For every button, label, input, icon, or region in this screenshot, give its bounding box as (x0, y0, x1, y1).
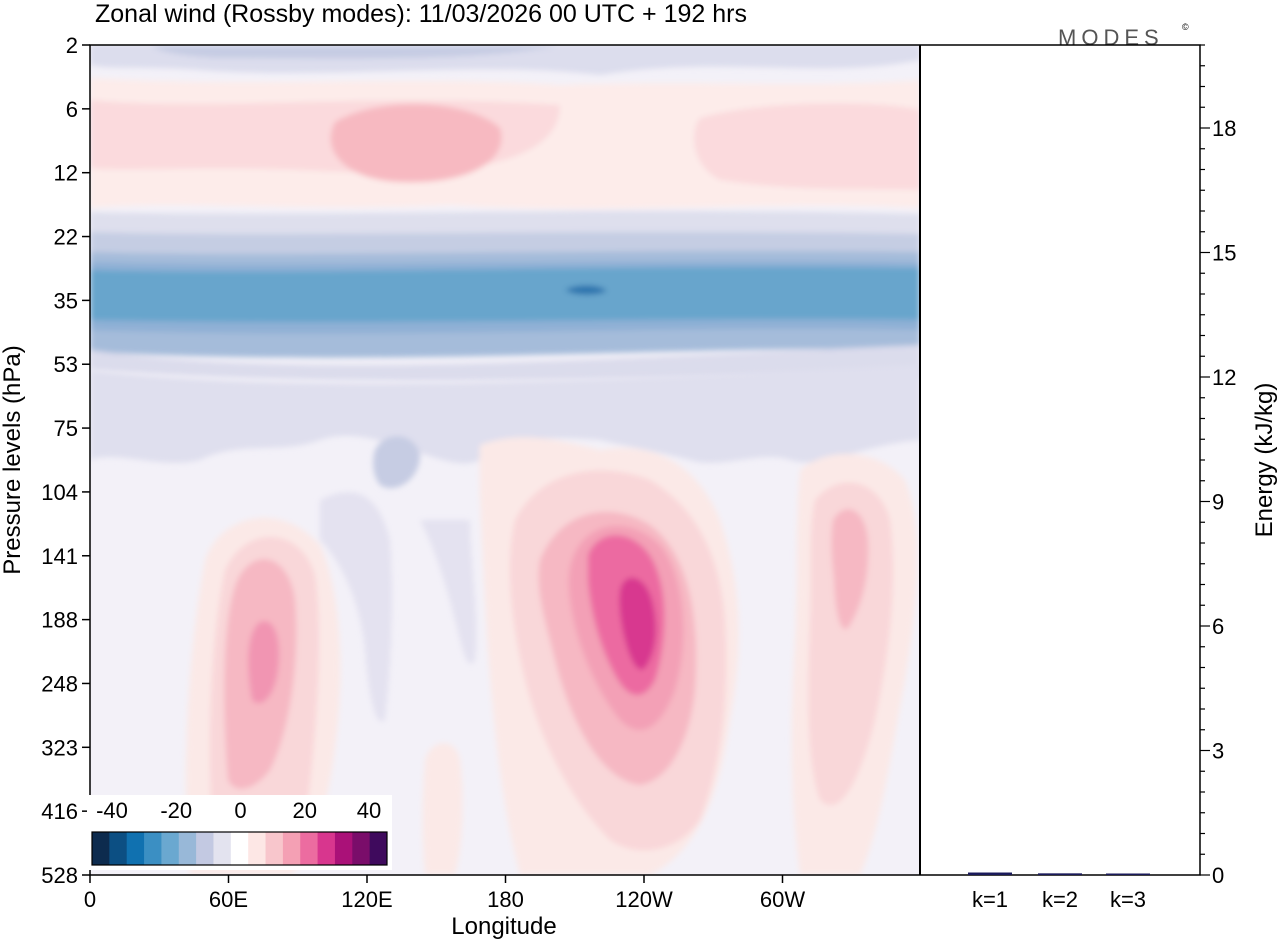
energy-tick-label: 0 (1212, 863, 1224, 888)
pressure-tick-label: 141 (41, 544, 78, 569)
colorbar-cell (352, 832, 371, 865)
chart-title: Zonal wind (Rossby modes): 11/03/2026 00… (95, 0, 747, 28)
colorbar-tick-label: 20 (293, 798, 317, 823)
wavenumber-label: k=1 (972, 887, 1008, 912)
wavenumber-label: k=2 (1042, 887, 1078, 912)
colorbar-cell (178, 832, 197, 865)
pressure-tick-label: 75 (54, 416, 78, 441)
colorbar-cell (144, 832, 162, 865)
energy-panel (920, 45, 1200, 875)
colorbar-cell (265, 832, 284, 865)
pressure-tick-label: 528 (41, 863, 78, 888)
pressure-tick-label: 12 (54, 161, 78, 186)
colorbar: -40 -20 0 20 40 (87, 795, 392, 870)
energy-bar (1038, 873, 1082, 875)
longitude-tick-label: 120E (341, 887, 392, 912)
colorbar-cell (161, 832, 180, 865)
colorbar-cell (230, 832, 249, 865)
colorbar-cell (126, 832, 145, 865)
longitude-tick-label: 180 (487, 887, 524, 912)
energy-axis-label: Energy (kJ/kg) (1251, 383, 1278, 538)
pressure-tick-label: 188 (41, 608, 78, 633)
colorbar-tick-label: 0 (234, 798, 246, 823)
contour-field (90, 45, 920, 875)
brand-mark: © (1182, 22, 1189, 32)
energy-tick-label: 12 (1212, 365, 1236, 390)
pressure-tick-label: 6 (66, 97, 78, 122)
colorbar-tick-label: -40 (96, 798, 128, 823)
longitude-tick-label: 120W (615, 887, 673, 912)
longitude-axis: 0 60E 120E 180 120W 60W (84, 875, 805, 912)
energy-tick-label: 15 (1212, 241, 1236, 266)
energy-tick-label: 3 (1212, 739, 1224, 764)
wavenumber-label: k=3 (1110, 887, 1146, 912)
colorbar-cell (92, 832, 110, 865)
pressure-tick-label: 2 (66, 33, 78, 58)
pressure-tick-label: 323 (41, 735, 78, 760)
energy-axis: 0 3 6 9 12 15 18 (1200, 44, 1236, 888)
colorbar-cell (334, 832, 353, 865)
longitude-tick-label: 60W (760, 887, 805, 912)
colorbar-tick-label: -20 (160, 798, 192, 823)
pressure-axis: 2 6 12 22 35 53 75 104 141 188 248 323 416 528 (41, 33, 90, 888)
x-axis-label: Longitude (451, 913, 556, 940)
colorbar-cell (369, 832, 388, 865)
wavenumber-labels: k=1 k=2 k=3 (972, 887, 1146, 912)
colorbar-cell (213, 832, 232, 865)
pressure-tick-label: 35 (54, 288, 78, 313)
pressure-tick-label: 53 (54, 352, 78, 377)
longitude-tick-label: 60E (209, 887, 248, 912)
colorbar-cell (109, 832, 128, 865)
longitude-tick-label: 0 (84, 887, 96, 912)
energy-tick-label: 18 (1212, 116, 1236, 141)
colorbar-cell (282, 832, 301, 865)
colorbar-tick-label: 40 (357, 798, 381, 823)
pressure-tick-label: 104 (41, 480, 78, 505)
colorbar-cell (248, 832, 267, 865)
y-axis-label: Pressure levels (hPa) (0, 345, 26, 574)
pressure-tick-label: 416 (41, 799, 78, 824)
colorbar-cell (196, 832, 214, 865)
pressure-tick-label: 248 (41, 671, 78, 696)
energy-bar (1106, 873, 1150, 875)
energy-bars (968, 872, 1150, 875)
pressure-tick-label: 22 (54, 225, 78, 250)
energy-tick-label: 6 (1212, 614, 1224, 639)
colorbar-cell (317, 832, 336, 865)
colorbar-cell (300, 832, 319, 865)
energy-bar (968, 872, 1012, 875)
energy-tick-label: 9 (1212, 490, 1224, 515)
